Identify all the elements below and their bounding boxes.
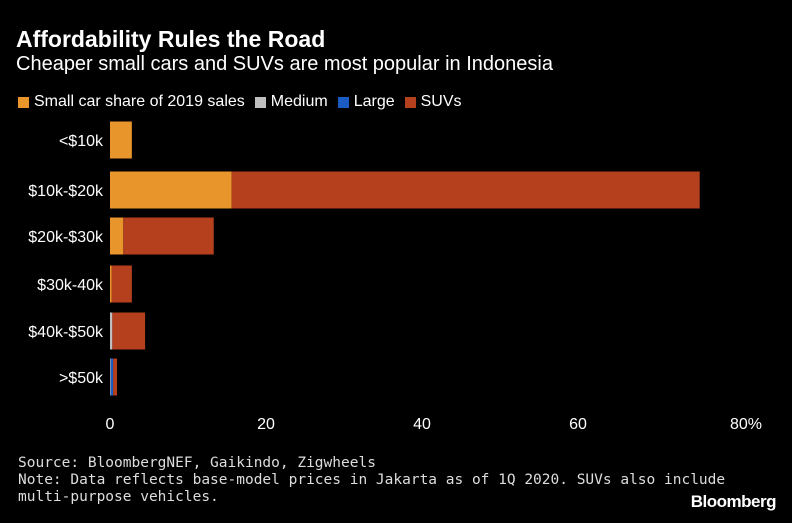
x-tick-label: 40 xyxy=(413,416,431,433)
bar-segment xyxy=(110,121,132,159)
legend-swatch xyxy=(404,96,416,108)
bar-segment xyxy=(110,217,124,255)
legend-item: Large xyxy=(337,93,395,111)
bar-segment xyxy=(110,265,112,303)
legend-swatch xyxy=(18,96,29,108)
bar-segment xyxy=(110,312,113,350)
bar-segment xyxy=(231,171,700,209)
bar-segment xyxy=(110,358,114,396)
category-label: $40k-$50k xyxy=(28,324,104,341)
legend-label: Small car share of 2019 sales xyxy=(34,93,245,110)
chart-title: Affordability Rules the Road xyxy=(16,26,326,52)
legend-label: Medium xyxy=(270,93,328,110)
bar-segment xyxy=(123,217,214,255)
category-label: $30k-40k xyxy=(37,277,104,294)
legend-item: Small car share of 2019 sales xyxy=(18,93,245,111)
legend-item: SUVs xyxy=(404,93,462,111)
category-label: >$50k xyxy=(59,370,104,387)
bar-segment xyxy=(112,312,146,350)
bar-segment xyxy=(111,265,132,303)
source-text: Source: BloombergNEF, Gaikindo, Zigwheel… xyxy=(18,455,376,471)
x-tick-label: 60 xyxy=(569,416,587,433)
legend: Small car share of 2019 sales Medium Large… xyxy=(18,93,462,111)
note-text-continued: multi-purpose vehicles. xyxy=(18,489,219,505)
category-label: $20k-$30k xyxy=(28,229,104,246)
legend-swatch xyxy=(337,96,349,108)
category-label: $10k-$20k xyxy=(28,183,104,200)
category-label: <$10k xyxy=(59,133,104,150)
legend-label: Large xyxy=(353,93,395,110)
x-tick-label: 0 xyxy=(106,416,115,433)
bar-segment xyxy=(110,358,111,396)
note-text: Note: Data reflects base-model prices in… xyxy=(18,472,726,488)
legend-label: SUVs xyxy=(420,93,462,110)
legend-swatch xyxy=(254,96,266,108)
bar-segment xyxy=(113,358,118,396)
legend-item: Medium xyxy=(254,93,328,111)
x-tick-label: 80% xyxy=(730,416,762,433)
chart-subtitle: Cheaper small cars and SUVs are most pop… xyxy=(16,53,553,75)
x-tick-label: 20 xyxy=(257,416,275,433)
bar-segment xyxy=(110,171,232,209)
bloomberg-logo: Bloomberg xyxy=(690,492,777,511)
